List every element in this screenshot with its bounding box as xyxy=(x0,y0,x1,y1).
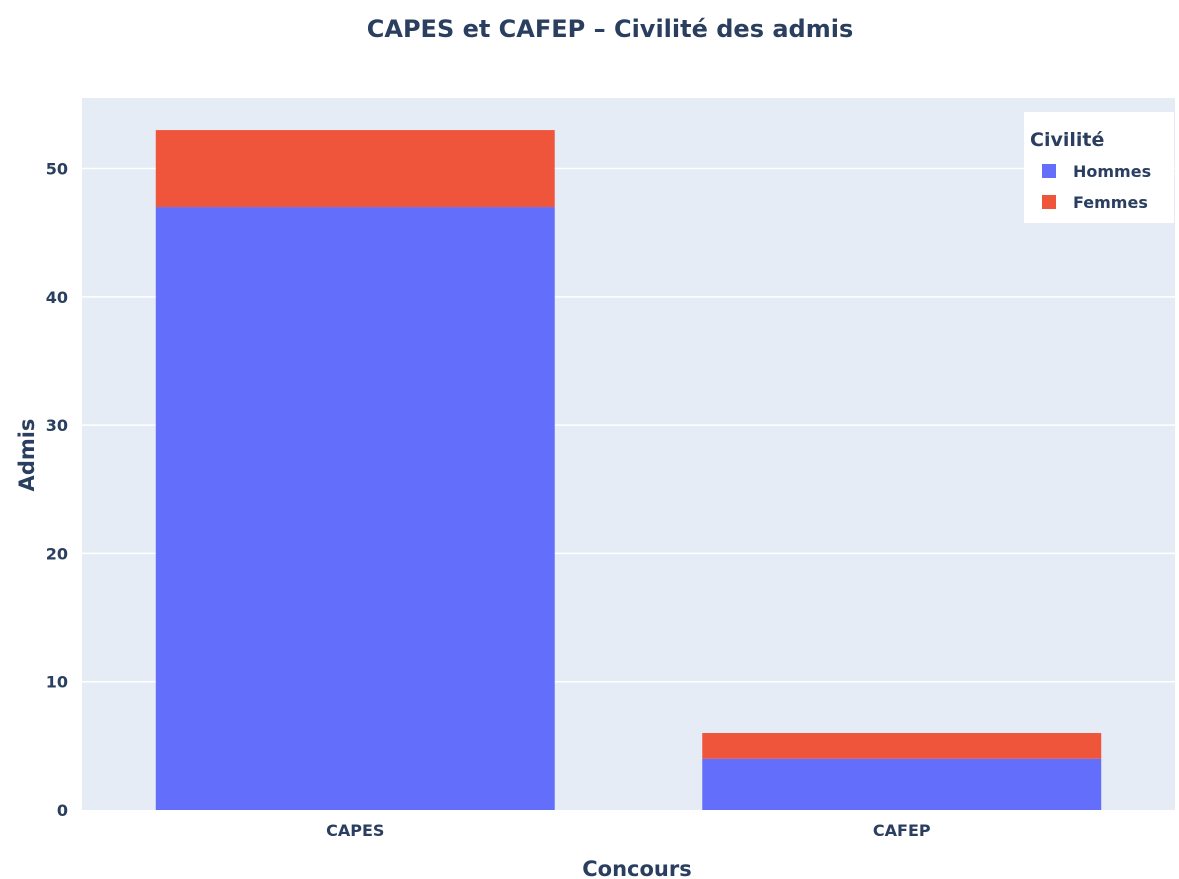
legend-label-hommes: Hommes xyxy=(1073,162,1151,181)
legend-swatch-femmes xyxy=(1042,195,1056,209)
bar-hommes-cafep xyxy=(702,758,1102,810)
y-tick-labels: 0 10 20 30 40 50 xyxy=(46,160,68,820)
y-axis-title: Admis xyxy=(15,419,39,492)
x-tick-label: CAFEP xyxy=(873,821,931,840)
bar-hommes-capes xyxy=(155,207,555,810)
x-tick-labels: CAPES CAFEP xyxy=(326,821,931,840)
y-tick-label: 20 xyxy=(46,544,68,563)
y-tick-label: 10 xyxy=(46,673,68,692)
bar-femmes-cafep xyxy=(702,733,1102,759)
legend-items: Hommes Femmes xyxy=(1042,162,1151,212)
legend: Civilité Hommes Femmes xyxy=(1024,112,1174,223)
y-tick-label: 30 xyxy=(46,416,68,435)
x-tick-label: CAPES xyxy=(326,821,384,840)
x-axis-title: Concours xyxy=(582,857,691,879)
y-tick-label: 40 xyxy=(46,288,68,307)
bars xyxy=(155,130,1102,810)
chart-title: CAPES et CAFEP – Civilité des admis xyxy=(367,15,853,43)
legend-swatch-hommes xyxy=(1042,164,1056,178)
legend-label-femmes: Femmes xyxy=(1073,193,1148,212)
y-tick-label: 50 xyxy=(46,160,68,179)
bar-femmes-capes xyxy=(155,130,555,208)
legend-title: Civilité xyxy=(1030,129,1104,151)
y-tick-label: 0 xyxy=(57,801,68,820)
